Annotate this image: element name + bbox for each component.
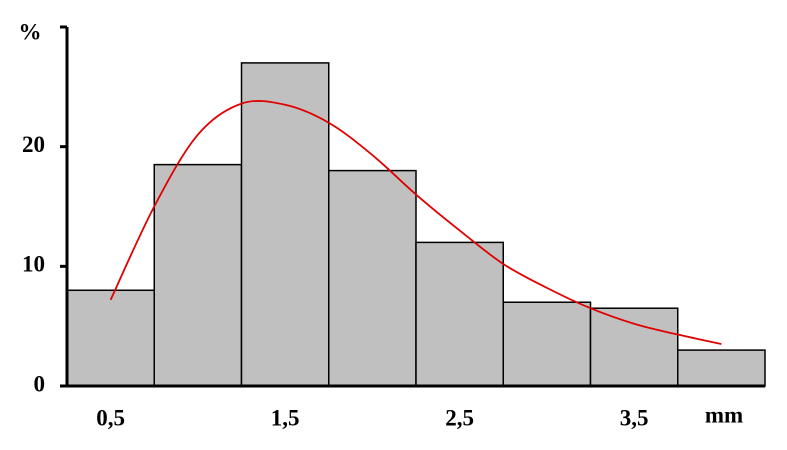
bar — [415, 241, 504, 387]
bar — [240, 62, 330, 387]
y-tick-label: 0 — [34, 371, 46, 396]
bar — [153, 163, 243, 387]
bar — [328, 169, 417, 387]
y-tick-label: 20 — [22, 132, 45, 157]
bar — [502, 301, 592, 387]
x-tick-label: 3,5 — [620, 405, 649, 430]
bar — [677, 349, 766, 387]
x-tick-label: 0,5 — [96, 405, 125, 430]
fit-curve — [109, 100, 722, 345]
x-axis-label: mm — [705, 402, 743, 427]
x-tick-label: 1,5 — [271, 405, 300, 430]
bar — [66, 289, 155, 387]
y-tick-label: 10 — [22, 252, 45, 277]
bar — [589, 307, 679, 387]
y-axis-label: % — [19, 19, 42, 44]
x-tick-label: 2,5 — [445, 405, 474, 430]
